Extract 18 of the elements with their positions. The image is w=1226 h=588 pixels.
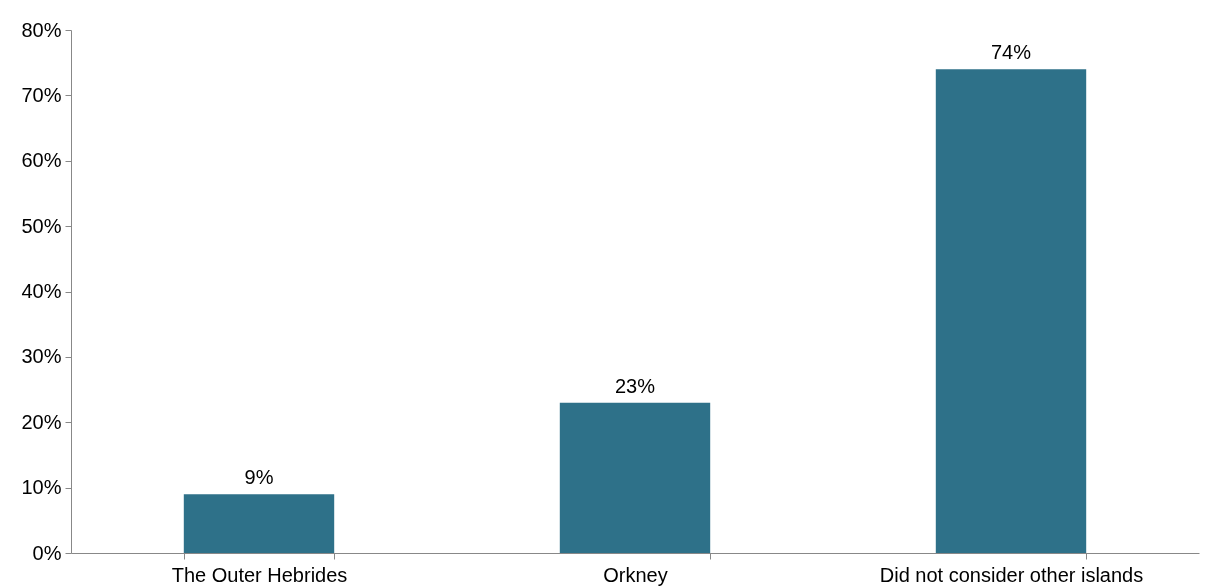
y-tick-label: 10% xyxy=(21,476,62,499)
y-tick-label: 30% xyxy=(21,345,62,368)
y-tick-label: 50% xyxy=(21,214,62,237)
y-tick-label: 0% xyxy=(32,541,62,564)
x-tick-label: The Outer Hebrides xyxy=(171,563,348,586)
data-label: 74% xyxy=(990,41,1032,64)
y-tick-label: 70% xyxy=(21,83,62,106)
y-tick-label: 20% xyxy=(21,410,62,433)
x-tick-label: Orkney xyxy=(603,563,668,586)
data-label: 23% xyxy=(614,374,656,397)
bar xyxy=(935,69,1087,553)
x-tick-label: Did not consider other islands xyxy=(879,563,1144,586)
bar xyxy=(559,402,711,553)
y-tick-label: 40% xyxy=(21,280,62,302)
bar xyxy=(183,494,335,553)
y-tick-label: 80% xyxy=(21,18,62,41)
y-tick-label: 60% xyxy=(21,149,62,172)
data-label: 9% xyxy=(244,466,274,489)
